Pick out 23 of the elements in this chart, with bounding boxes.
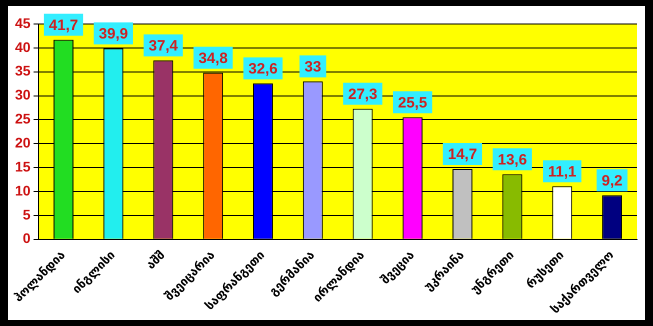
y-tick-label: 0 xyxy=(22,230,31,246)
data-label: 13,6 xyxy=(498,151,527,168)
data-label: 34,8 xyxy=(198,50,228,67)
y-tick-label: 45 xyxy=(14,14,31,31)
y-tick-label: 10 xyxy=(14,182,31,198)
y-tick-label: 25 xyxy=(14,110,31,127)
data-label: 9,2 xyxy=(602,172,622,190)
data-label: 25,5 xyxy=(398,94,428,112)
data-label: 33 xyxy=(304,58,322,76)
x-tick-label: აშშ xyxy=(144,248,168,272)
y-tick-label: 30 xyxy=(14,86,31,103)
data-label: 11,1 xyxy=(548,163,576,180)
data-label: 39,9 xyxy=(98,26,128,43)
data-label: 32,6 xyxy=(248,60,278,78)
y-tick-label: 15 xyxy=(14,158,31,174)
data-label: 14,7 xyxy=(448,146,478,164)
data-label: 41,7 xyxy=(48,16,78,34)
data-label: 27,3 xyxy=(348,86,378,103)
y-tick-label: 40 xyxy=(14,38,31,55)
y-tick-label: 20 xyxy=(14,134,31,150)
y-tick-label: 5 xyxy=(22,206,31,222)
y-tick-label: 35 xyxy=(14,62,31,79)
data-label: 37,4 xyxy=(148,38,178,55)
